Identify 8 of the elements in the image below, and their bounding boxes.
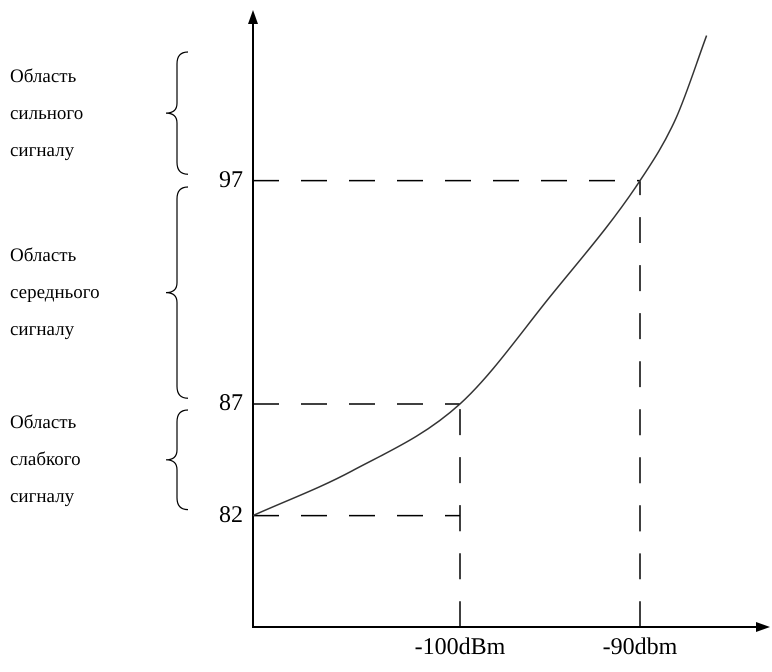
y-tick-label: 97 (219, 166, 243, 193)
text: Область середнього сигналу (10, 244, 101, 342)
x-tick-label: -100dBm (414, 634, 506, 660)
y-tick-label: 82 (219, 502, 243, 528)
y-tick-label: 87 (219, 390, 243, 416)
text: Область слабкого сигналу (10, 411, 82, 510)
text: Область сильного сигналу (10, 65, 84, 164)
x-tick-label: -90dbm (602, 634, 678, 660)
